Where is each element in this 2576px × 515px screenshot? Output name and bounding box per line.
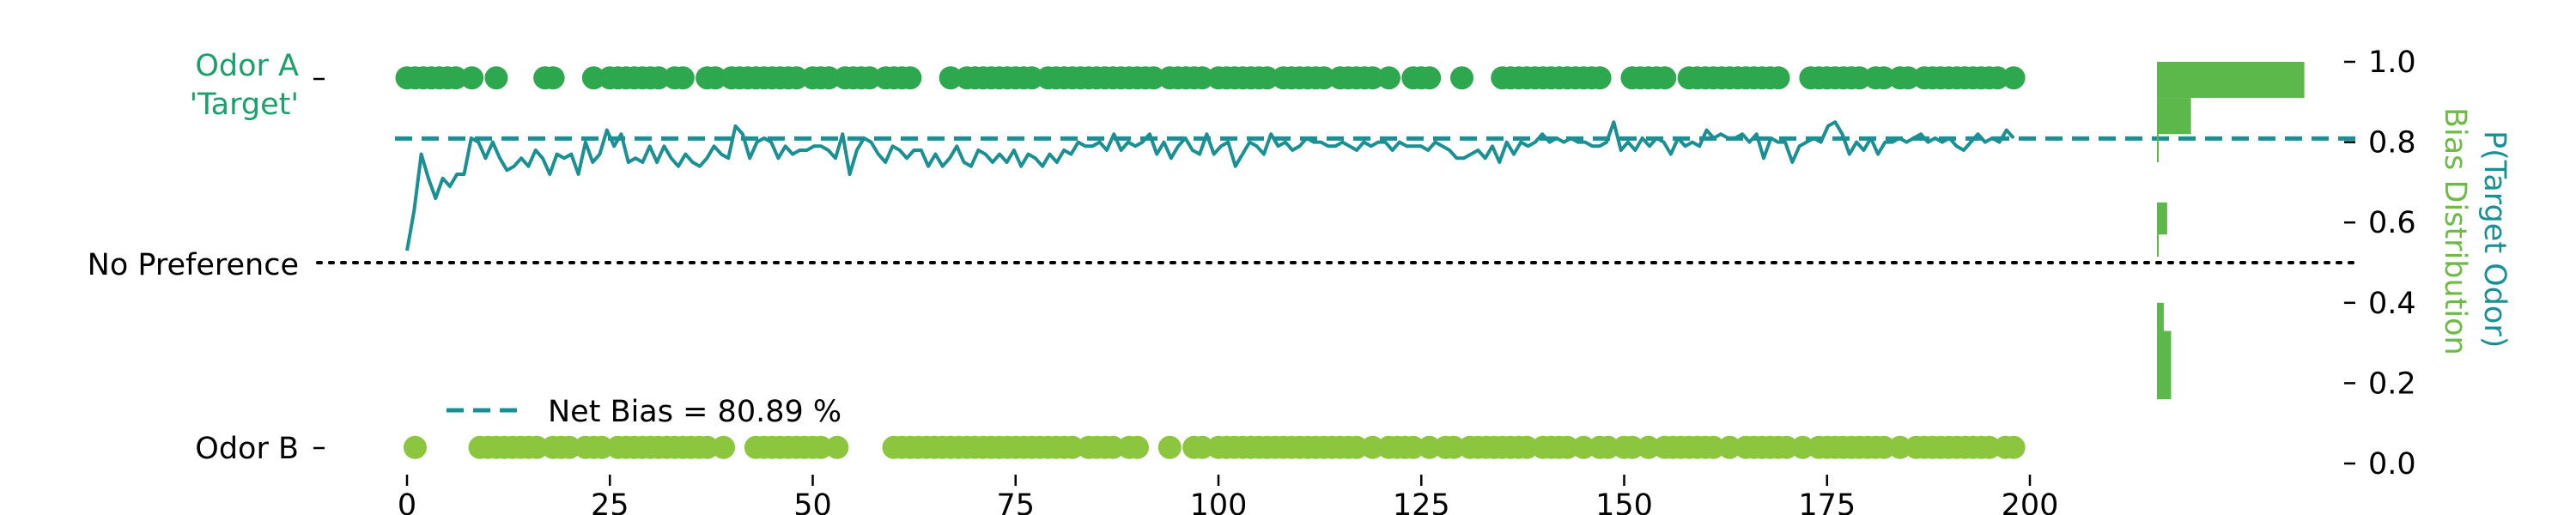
odor-a-trial-point (1872, 66, 1896, 90)
odor-a-trial-point (817, 66, 841, 90)
histogram-bar (2157, 98, 2191, 135)
odor-a-target-label: 'Target' (189, 88, 299, 122)
p-target-series (405, 120, 2015, 251)
right-tick-label: 0.2 (2368, 367, 2416, 401)
odor-b-trial-point (1515, 435, 1539, 459)
odor-b-trial-point (1620, 435, 1644, 459)
odor-a-trial-point (1361, 66, 1385, 90)
odor-a-trial-point (1985, 66, 2009, 90)
odor-b-trial-point (696, 435, 720, 459)
histogram-bar (2157, 202, 2167, 235)
odor-a-trial-point (581, 66, 605, 90)
odor-b-trial-point (1717, 435, 1741, 459)
histogram-axis-title: Bias Distribution (2438, 107, 2472, 355)
right-tick-label: 0.8 (2368, 126, 2416, 161)
odor-b-trial-point (1978, 435, 2002, 459)
odor-a-trial-point (460, 66, 484, 90)
odor-b-trial-point (1555, 435, 1579, 459)
right-axis-title: P(Target Odor) (2477, 130, 2512, 348)
odor-a-trial-point (703, 66, 727, 90)
odor-b-trial-point (1126, 435, 1149, 459)
odor-a-trial-markers (395, 66, 2026, 90)
odor-b-trial-point (825, 435, 849, 459)
odor-a-trial-point (1020, 66, 1044, 90)
x-tick-label: 200 (2002, 488, 2059, 515)
odor-b-trial-point (1571, 435, 1595, 459)
x-tick-label: 150 (1595, 488, 1653, 515)
odor-b-trial-point (1401, 435, 1425, 459)
right-tick-label: 0.6 (2368, 206, 2416, 240)
odor-b-trial-point (403, 435, 427, 459)
right-tick-label: 0.0 (2368, 447, 2416, 482)
odor-b-trial-point (1442, 435, 1466, 459)
odor-b-trial-point (1101, 435, 1125, 459)
odor-a-trial-point (444, 66, 468, 90)
p-target-line (405, 120, 2015, 251)
odor-a-trial-point (1312, 66, 1336, 90)
odor-a-trial-point (785, 66, 809, 90)
odor-b-trial-point (1418, 435, 1442, 459)
odor-b-trial-point (1637, 435, 1661, 459)
odor-b-trial-point (712, 435, 736, 459)
odor-a-trial-point (484, 66, 508, 90)
odor-a-trial-point (1450, 66, 1473, 90)
odor-b-trial-point (590, 435, 614, 459)
odor-a-trial-point (939, 66, 963, 90)
odor-b-trial-point (525, 435, 549, 459)
odor-a-trial-point (1896, 66, 1920, 90)
odor-b-trial-point (1888, 435, 1912, 459)
x-tick-label: 175 (1798, 488, 1856, 515)
x-tick-label: 100 (1190, 488, 1248, 515)
odor-b-trial-point (2002, 435, 2026, 459)
odor-a-trial-point (858, 66, 882, 90)
odor-a-trial-point (1190, 66, 1214, 90)
histogram-bar (2157, 62, 2305, 99)
odor-b-trial-point (1775, 435, 1798, 459)
odor-a-trial-point (1141, 66, 1165, 90)
odor-b-trial-point (1361, 435, 1385, 459)
odor-b-trial-point (1157, 435, 1182, 459)
legend: Net Bias = 80.89 % (447, 395, 841, 429)
odor-a-trial-point (1653, 66, 1677, 90)
x-tick-label: 75 (996, 488, 1035, 515)
axes: 0 25 50 75 100 125 150 175 200 0.0 0.2 0.4 0.6 0.8 1.0 (398, 45, 2416, 515)
odor-a-trial-point (1588, 66, 1612, 90)
odor-a-trial-point (671, 66, 695, 90)
odor-b-trial-point (1701, 435, 1725, 459)
x-tick-label: 50 (793, 488, 832, 515)
no-preference-label: No Preference (88, 248, 299, 282)
histogram-bar (2157, 134, 2159, 162)
x-tick-label: 0 (398, 488, 416, 515)
histogram-bar (2157, 302, 2164, 400)
odor-b-trial-point (1190, 435, 1214, 459)
odor-b-trial-point (1872, 435, 1896, 459)
odor-b-trial-point (1060, 435, 1084, 459)
odor-b-trial-point (1345, 435, 1369, 459)
odor-b-trial-point (1790, 435, 1814, 459)
odor-b-label: Odor B (195, 432, 299, 466)
odor-a-trial-point (541, 66, 565, 90)
odor-a-trial-point (1376, 66, 1400, 90)
odor-a-trial-point (1766, 66, 1790, 90)
reference-lines (316, 136, 2359, 264)
odor-b-trial-point (809, 435, 833, 459)
odor-a-trial-point (1255, 66, 1279, 90)
odor-a-label: Odor A (195, 49, 299, 83)
right-tick-label: 1.0 (2368, 45, 2416, 80)
right-tick-label: 0.4 (2368, 287, 2416, 321)
odor-a-trial-point (1848, 66, 1872, 90)
odor-b-trial-markers (403, 435, 2026, 459)
bias-histogram (2157, 62, 2305, 400)
odor-a-trial-point (1418, 66, 1442, 90)
odor-a-trial-point (647, 66, 671, 90)
odor-b-trial-point (1596, 435, 1620, 459)
x-tick-label: 125 (1393, 488, 1450, 515)
odor-a-trial-point (898, 66, 922, 90)
x-tick-label: 25 (591, 488, 629, 515)
odor-a-trial-point (2002, 66, 2026, 90)
odor-b-trial-point (557, 435, 581, 459)
histogram-bar (2157, 234, 2159, 257)
legend-label: Net Bias = 80.89 % (548, 395, 841, 429)
